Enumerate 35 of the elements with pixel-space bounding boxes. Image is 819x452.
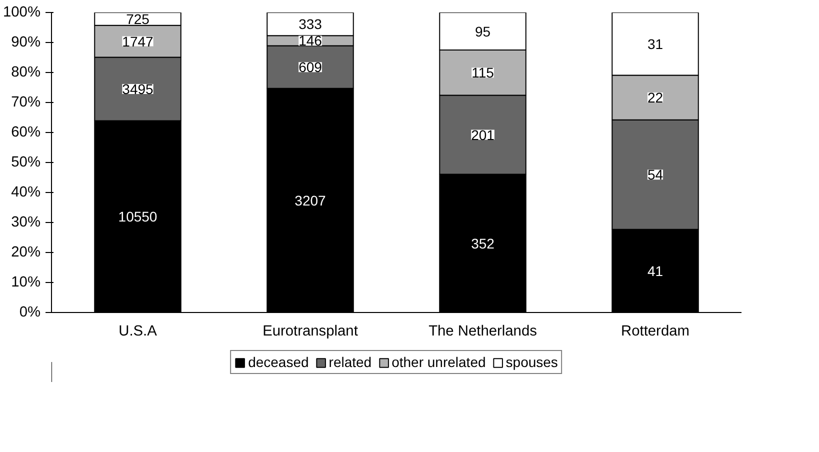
annotation: 31 [647, 36, 664, 52]
legend-label: related [328, 354, 372, 370]
annotation: 3495 [122, 81, 154, 97]
y-tick-label: 90% [11, 34, 41, 50]
annotation: 54 [647, 166, 664, 183]
annotation: 115 [472, 64, 494, 81]
y-tick-label: 10% [11, 274, 41, 290]
annotation: 201 [471, 126, 495, 143]
annotation: 352 [471, 235, 495, 252]
y-tick-label: 80% [11, 64, 41, 80]
annotation: 41 [647, 262, 664, 279]
annotation: 146 [298, 32, 322, 49]
annotation: 725 [126, 10, 150, 27]
y-tick-label: 0% [19, 304, 41, 320]
annotation: 3207 [294, 192, 326, 208]
y-tick-label: 30% [11, 214, 41, 230]
legend-label: spouses [506, 354, 558, 370]
legend-label: other unrelated [392, 354, 486, 370]
x-tick-label: The Netherlands [428, 324, 537, 340]
x-tick-label: Eurotransplant [262, 324, 358, 340]
y-tick-label: 50% [11, 154, 41, 170]
annotation: 95 [474, 23, 491, 40]
annotation: 609 [298, 59, 322, 76]
legend-label: deceased [248, 354, 309, 370]
y-tick-label: 40% [11, 184, 41, 200]
y-tick-label: 60% [11, 124, 41, 140]
x-tick-label: Rotterdam [621, 324, 690, 340]
annotation: 22 [647, 90, 664, 106]
y-tick-label: 100% [3, 4, 41, 20]
annotation: 1747 [122, 33, 154, 50]
annotation: 333 [298, 16, 322, 32]
annotation: 10550 [118, 208, 158, 225]
y-tick-label: 20% [11, 244, 41, 260]
x-tick-label: U.S.A [118, 324, 158, 340]
y-tick-label: 70% [11, 94, 41, 110]
